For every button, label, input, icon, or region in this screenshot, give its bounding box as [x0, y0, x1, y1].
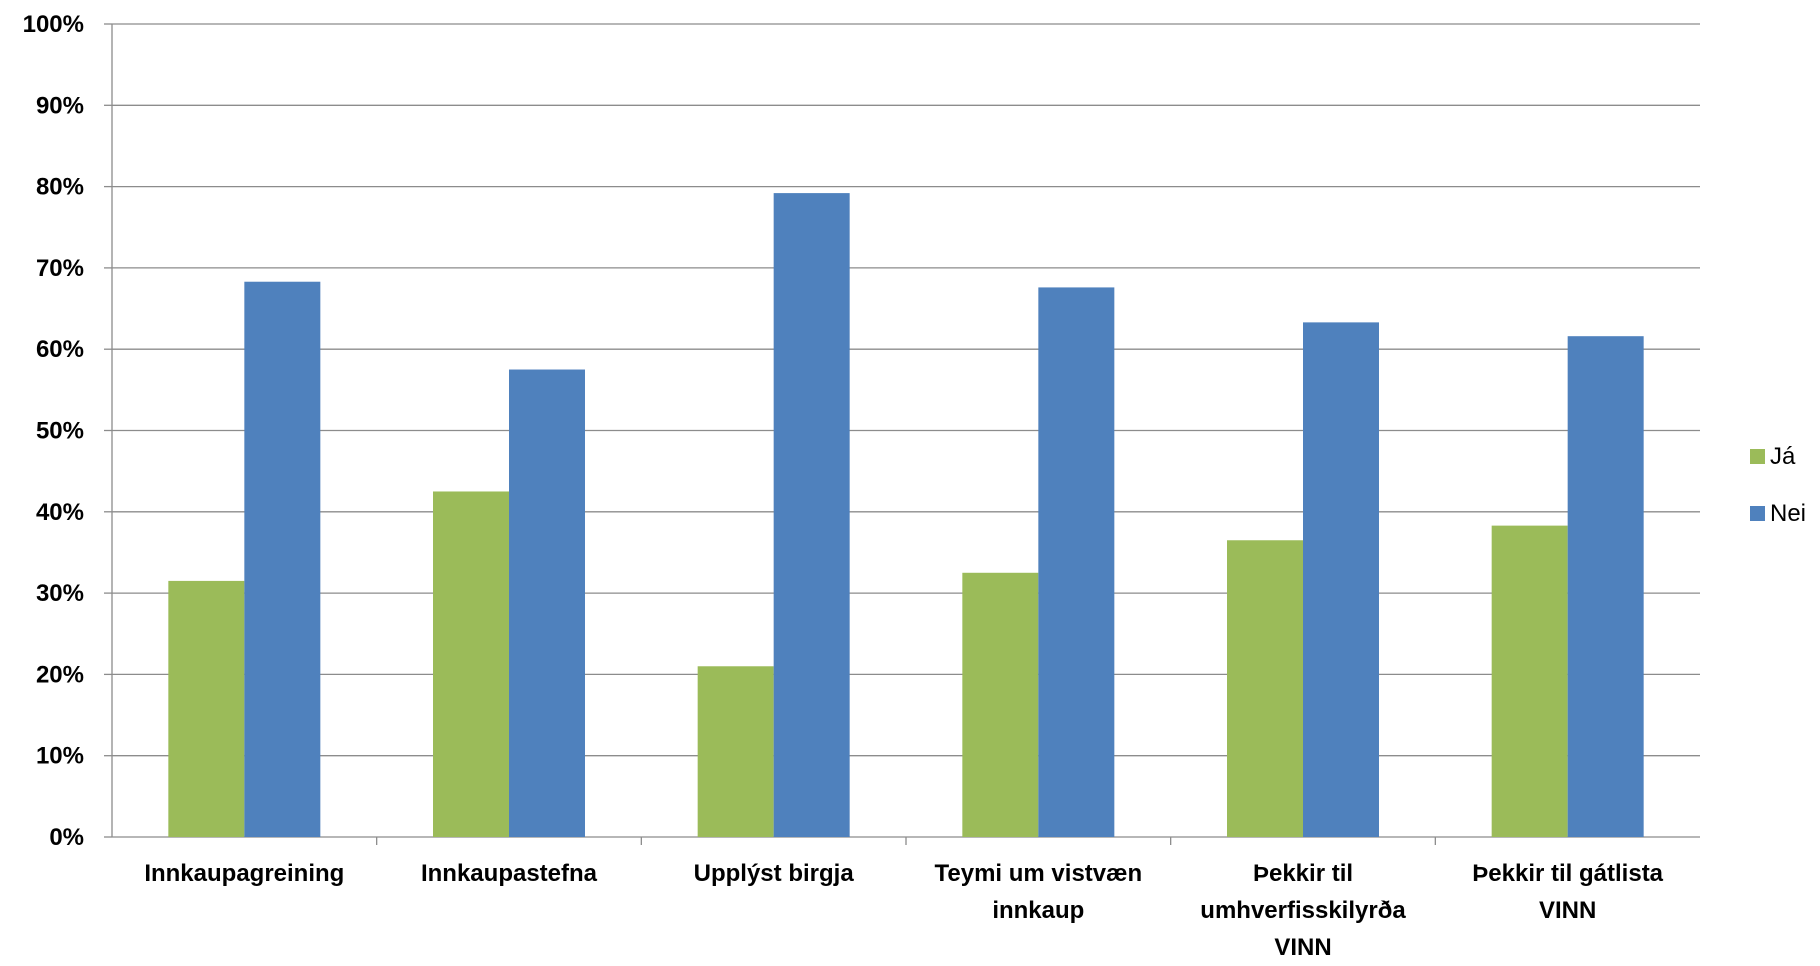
bar-ja [962, 572, 1039, 837]
y-tick-label: 20% [36, 661, 84, 688]
category-label: Þekkir til [1253, 860, 1353, 887]
bar-nei [509, 369, 585, 837]
axes [104, 23, 1700, 845]
bar-nei [1567, 336, 1644, 837]
bar-ja [433, 491, 509, 837]
category-label: Teymi um vistvæn [935, 860, 1143, 887]
category-label: innkaup [992, 897, 1084, 924]
y-tick-label: 10% [36, 743, 84, 770]
category-label: Upplýst birgja [694, 860, 855, 887]
y-tick-label: 30% [36, 580, 84, 607]
legend-swatch [1750, 506, 1765, 521]
y-tick-labels: 0% 10% 20% 30% 40% 50% 60% 70% 80% 90% 100% [23, 11, 84, 851]
y-tick-label: 40% [36, 499, 84, 526]
category-label: Innkaupagreining [144, 860, 344, 887]
y-tick-label: 80% [36, 174, 84, 201]
bar-ja [1491, 525, 1568, 837]
category-label: Innkaupastefna [421, 860, 598, 887]
bar-ja [168, 580, 245, 837]
y-tick-label: 50% [36, 418, 84, 445]
bar-nei [773, 193, 850, 837]
category-label: umhverfisskilyrða [1200, 897, 1406, 924]
bar-ja [1227, 540, 1303, 837]
y-tick-label: 70% [36, 255, 84, 282]
bar-nei [1303, 322, 1379, 838]
legend-label: Nei [1770, 500, 1806, 527]
y-tick-label: 90% [36, 92, 84, 119]
bars [168, 193, 1644, 838]
legend-label: Já [1770, 443, 1796, 470]
y-tick-label: 100% [23, 11, 84, 38]
legend: Já Nei [1750, 443, 1806, 527]
category-label: Þekkir til gátlista [1472, 860, 1663, 887]
gridlines [112, 23, 1700, 757]
category-label: VINN [1539, 897, 1596, 924]
category-label: VINN [1274, 934, 1331, 961]
y-tick-label: 0% [49, 824, 84, 851]
y-tick-label: 60% [36, 336, 84, 363]
legend-swatch [1750, 449, 1765, 464]
bar-nei [244, 281, 321, 837]
category-labels: Innkaupagreining Innkaupastefna Upplýst bi… [144, 860, 1663, 961]
bar-ja [697, 666, 774, 837]
bar-nei [1038, 287, 1115, 837]
